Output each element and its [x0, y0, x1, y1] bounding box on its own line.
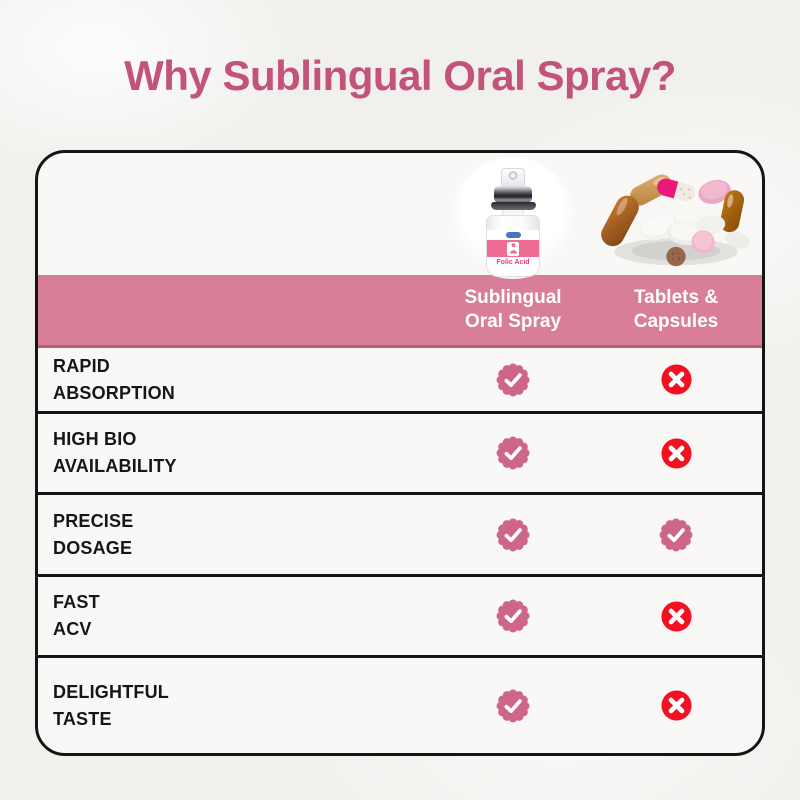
- cross-circle-icon: [590, 348, 762, 411]
- spray-bottle-pump: [501, 168, 525, 187]
- spray-bottle: Folic Acid: [486, 168, 540, 277]
- pills-image: [601, 174, 750, 267]
- row-label-line2: ABSORPTION: [53, 382, 176, 403]
- cross-circle-icon: [590, 658, 762, 753]
- check-badge-icon: [436, 348, 590, 411]
- empty-band-cell: [38, 275, 436, 345]
- row-label-line2: TASTE: [53, 708, 112, 729]
- row-label-line1: FAST: [53, 592, 100, 612]
- row-label-line1: RAPID: [53, 355, 111, 376]
- spray-nozzle-icon: [508, 171, 518, 180]
- row-label-line1: DELIGHTFUL: [53, 681, 169, 702]
- check-badge-icon: [436, 658, 590, 753]
- spray-bottle-flange: [490, 202, 536, 210]
- row-label: HIGH BIO AVAILABILITY: [38, 414, 436, 492]
- check-badge-icon: [436, 577, 590, 655]
- check-badge-icon: [436, 414, 590, 492]
- row-label-line2: AVAILABILITY: [53, 456, 177, 476]
- check-badge-icon: [590, 495, 762, 574]
- row-label-line1: PRECISE: [53, 510, 134, 531]
- check-badge-icon: [436, 495, 590, 574]
- table-row-high-bio-availability: HIGH BIO AVAILABILITY: [38, 411, 762, 492]
- table-row-precise-dosage: PRECISE DOSAGE: [38, 492, 762, 574]
- spray-label-text: Folic Acid: [487, 257, 539, 276]
- spray-bottle-body: Folic Acid: [486, 215, 540, 277]
- column-header-tablets-line1: Tablets &: [633, 286, 719, 308]
- label-graphic-band: [487, 240, 539, 257]
- column-header-spray-line1: Sublingual: [464, 286, 562, 308]
- table-row-delightful-taste: DELIGHTFUL TASTE: [38, 655, 762, 753]
- column-header-band: Sublingual Oral Spray Tablets & Capsules: [38, 275, 762, 348]
- spray-bottle-image: Folic Acid: [452, 157, 574, 279]
- row-label-line2: DOSAGE: [53, 537, 133, 558]
- brand-logo: [487, 230, 539, 240]
- spray-bottle-collar: [494, 186, 532, 203]
- figure-icon: [507, 241, 519, 256]
- row-label: RAPID ABSORPTION: [38, 348, 436, 411]
- empty-header-cell: [38, 153, 436, 275]
- row-label: FAST ACV: [38, 577, 436, 655]
- column-header-spray-line2: Oral Spray: [464, 311, 562, 332]
- comparison-table: Folic Acid: [35, 150, 765, 756]
- row-label-line1: HIGH BIO: [53, 429, 137, 449]
- brand-logo-icon: [505, 232, 521, 238]
- spray-bottle-label: Folic Acid: [487, 230, 539, 276]
- cross-circle-icon: [590, 577, 762, 655]
- table-row-fast-acv: FAST ACV: [38, 574, 762, 655]
- column-header-tablets: Tablets & Capsules: [590, 275, 762, 345]
- cross-circle-icon: [590, 414, 762, 492]
- column-header-tablets-line2: Capsules: [633, 311, 719, 332]
- spray-bottle-neck: [502, 210, 524, 215]
- tablets-product-cell: [590, 153, 762, 275]
- row-label: DELIGHTFUL TASTE: [38, 658, 436, 753]
- column-header-spray: Sublingual Oral Spray: [436, 275, 590, 345]
- page-title: Why Sublingual Oral Spray?: [124, 52, 676, 99]
- product-image-row: Folic Acid: [38, 153, 762, 279]
- spray-product-cell: Folic Acid: [436, 153, 590, 279]
- table-row-rapid-absorption: RAPID ABSORPTION: [38, 348, 762, 411]
- row-label-line2: ACV: [53, 619, 92, 639]
- row-label: PRECISE DOSAGE: [38, 495, 436, 574]
